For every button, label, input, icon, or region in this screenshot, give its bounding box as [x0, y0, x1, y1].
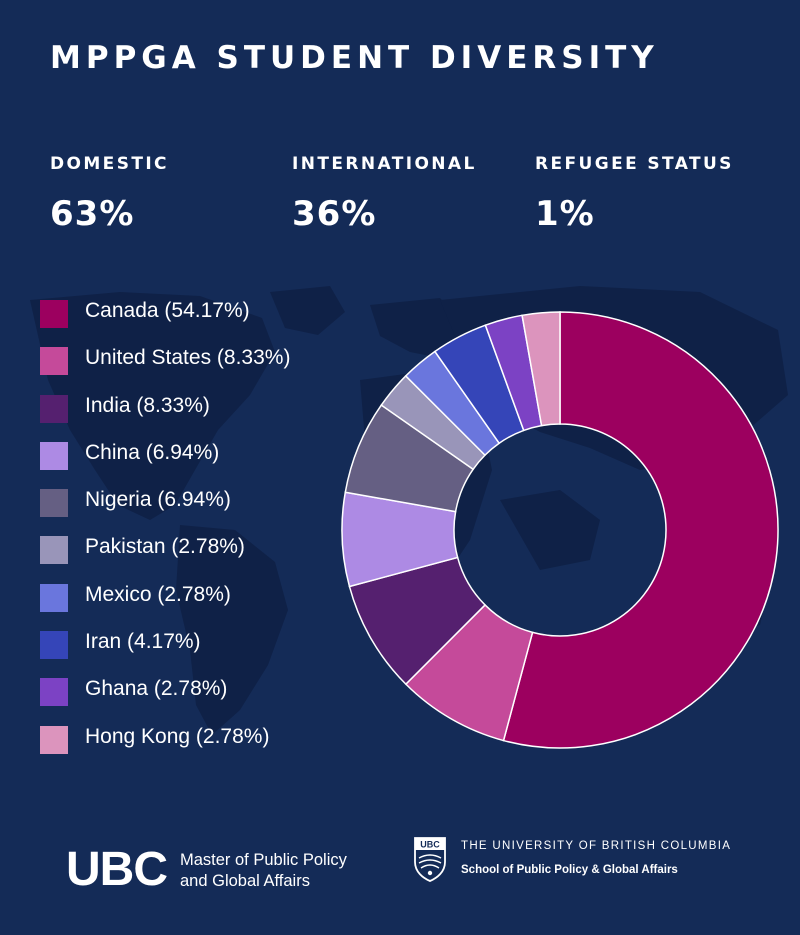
legend-swatch — [40, 489, 68, 518]
program-name-line2: and Global Affairs — [180, 872, 310, 890]
legend-label: Mexico (2.78%) — [85, 582, 231, 606]
ubc-wordmark: UBC — [66, 843, 168, 896]
stat-label: REFUGEE STATUS — [535, 154, 734, 174]
donut-slice-canada — [502, 311, 779, 749]
stat-international: INTERNATIONAL 36% — [292, 154, 477, 234]
legend-label: Pakistan (2.78%) — [85, 535, 245, 559]
page-title: MPPGA STUDENT DIVERSITY — [50, 40, 659, 76]
donut-chart — [341, 311, 779, 749]
school-name: School of Public Policy & Global Affairs — [461, 864, 678, 876]
program-name-line1: Master of Public Policy — [180, 851, 347, 869]
legend-swatch — [40, 536, 68, 565]
legend-label: Ghana (2.78%) — [85, 677, 228, 701]
legend-swatch — [40, 394, 68, 423]
legend-swatch — [40, 300, 68, 328]
stat-domestic: DOMESTIC 63% — [50, 154, 169, 234]
ubc-crest-icon: UBC — [414, 837, 446, 882]
legend-swatch — [40, 725, 68, 754]
stat-label: INTERNATIONAL — [292, 154, 477, 174]
legend-swatch — [40, 678, 68, 707]
stat-value: 1% — [535, 194, 595, 234]
legend-label: United States (8.33%) — [85, 346, 291, 370]
legend-label: India (8.33%) — [85, 393, 210, 417]
university-name: THE UNIVERSITY OF BRITISH COLUMBIA — [461, 840, 732, 852]
legend-label: Iran (4.17%) — [85, 630, 201, 654]
legend-label: Canada (54.17%) — [85, 299, 250, 322]
stat-value: 63% — [50, 194, 135, 234]
legend-label: China (6.94%) — [85, 440, 220, 464]
donut-slice-hong-kong — [521, 311, 561, 427]
crest-text: UBC — [420, 840, 440, 850]
legend-swatch — [40, 631, 68, 660]
program-name: Master of Public Policy and Global Affai… — [180, 850, 347, 892]
legend-label: Nigeria (6.94%) — [85, 488, 231, 512]
legend-label: Hong Kong (2.78%) — [85, 724, 270, 748]
stat-refugee-status: REFUGEE STATUS 1% — [535, 154, 734, 234]
legend-swatch — [40, 441, 68, 470]
legend-swatch — [40, 347, 68, 376]
legend-swatch — [40, 583, 68, 612]
stat-label: DOMESTIC — [50, 154, 169, 174]
stat-value: 36% — [292, 194, 377, 234]
